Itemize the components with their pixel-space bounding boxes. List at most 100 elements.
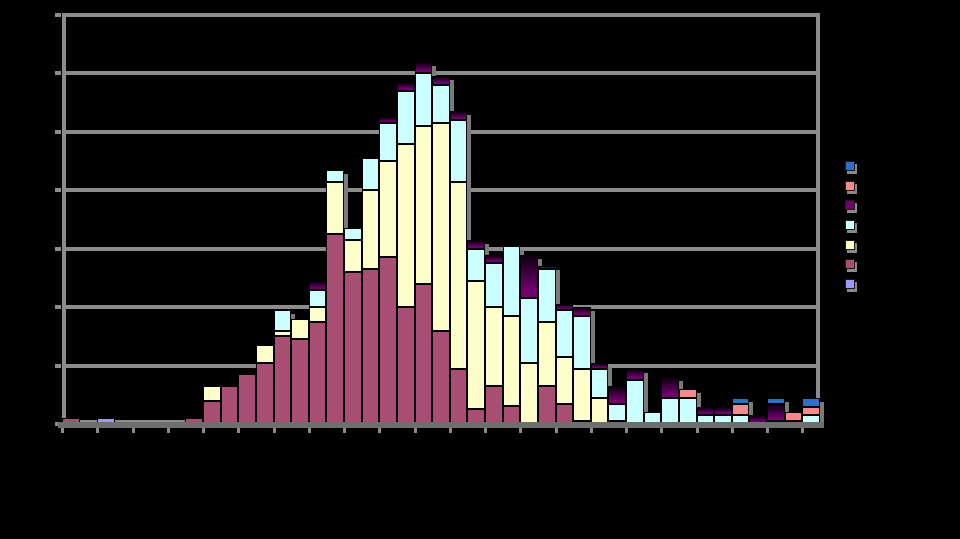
x-axis-tick (554, 428, 558, 433)
y-axis-tick (55, 129, 61, 134)
bar-segment-yellow (203, 386, 221, 401)
bar-segment-maroon (220, 386, 239, 424)
bar-segment-yellow (255, 345, 274, 363)
bar-segment-yellow (449, 181, 468, 369)
x-axis-tick (660, 428, 664, 433)
legend-swatch-salmon (845, 180, 855, 191)
legend-swatch-lavender (845, 278, 855, 289)
legend-item-purple (845, 195, 860, 215)
bar-segment-salmon (784, 412, 803, 422)
y-axis-tick (55, 13, 61, 17)
bar-stack (396, 82, 415, 424)
plot-area (62, 13, 820, 424)
bar-stack (414, 61, 433, 424)
bar-stack (361, 158, 380, 424)
bar-segment-purple (467, 240, 486, 249)
x-axis-tick (96, 428, 100, 433)
bar-segment-purple (379, 117, 397, 124)
bar-segment-purple (308, 280, 327, 290)
bar-segment-yellow (291, 318, 309, 340)
x-axis-tick (202, 428, 206, 433)
bar-segment-yellow (396, 143, 415, 308)
y-axis-tick (55, 71, 61, 76)
bar-segment-blue (731, 397, 750, 404)
bar-segment-maroon (344, 272, 362, 424)
bar-stack (344, 228, 362, 424)
bar-stack (379, 117, 397, 424)
bar-segment-maroon (361, 269, 380, 424)
bar-segment-yellow (326, 181, 345, 235)
x-axis-tick (730, 428, 734, 433)
bar-stack (238, 374, 256, 424)
bar-segment-yellow (361, 190, 380, 270)
bar-segment-purple (696, 406, 715, 416)
x-axis-tick (801, 428, 805, 433)
y-axis-tick (55, 246, 61, 251)
right-wall (816, 15, 820, 424)
bar-stack (502, 245, 521, 424)
x-axis-tick (343, 428, 347, 433)
x-axis-tick (413, 428, 417, 433)
bar-segment-purple (555, 304, 574, 311)
bar-segment-cyan (396, 90, 415, 144)
bar-segment-purple (590, 362, 609, 369)
bar-segment-maroon (238, 374, 256, 424)
legend-item-yellow (845, 235, 860, 255)
bar-stack (432, 76, 450, 424)
bar-segment-maroon (273, 336, 292, 424)
bar-segment-purple (414, 61, 433, 74)
bar-segment-maroon (555, 403, 574, 424)
bar-segment-purple (608, 386, 627, 404)
bar-segment-maroon (379, 257, 397, 424)
bar-segment-cyan (678, 397, 697, 424)
bar-segment-cyan (661, 397, 679, 424)
bar-segment-cyan (626, 380, 644, 424)
bar-stack (555, 304, 574, 424)
bar-segment-blue (802, 397, 820, 407)
bar-segment-cyan (608, 403, 627, 422)
y-axis-tick (55, 363, 61, 368)
bar-segment-cyan (344, 228, 362, 240)
bar-segment-purple (573, 307, 591, 316)
bar-stack (802, 397, 820, 424)
bar-segment-maroon (308, 321, 327, 424)
bar-segment-cyan (573, 315, 591, 369)
legend-item-cyan (845, 215, 860, 235)
bar-stack (308, 280, 327, 424)
bars-container (62, 15, 820, 424)
bar-segment-purple (485, 254, 503, 264)
bar-segment-salmon (731, 403, 750, 416)
bar-segment-yellow (537, 321, 556, 387)
bar-segment-salmon (678, 388, 697, 398)
bar-segment-maroon (326, 234, 345, 424)
x-axis-tick (166, 428, 170, 433)
bar-stack (449, 111, 468, 424)
bar-stack (203, 386, 221, 424)
legend-swatch-purple (845, 200, 855, 211)
bar-segment-purple (714, 406, 732, 416)
x-axis-tick (131, 428, 135, 433)
bar-segment-maroon (396, 307, 415, 424)
bar-segment-cyan (273, 310, 292, 331)
bar-stack (467, 240, 486, 424)
bar-segment-yellow (485, 307, 503, 387)
x-axis-tick (766, 428, 770, 433)
x-axis-tick (307, 428, 311, 433)
legend-swatch-blue (845, 160, 855, 171)
bar-segment-blue (767, 397, 785, 404)
bar-segment-cyan (520, 298, 538, 363)
bar-segment-maroon (291, 339, 309, 424)
bar-segment-cyan (590, 368, 609, 398)
bar-segment-yellow (379, 161, 397, 258)
x-axis-tick (237, 428, 241, 433)
legend-item-salmon (845, 176, 860, 196)
bar-segment-purple (432, 76, 450, 86)
bar-segment-cyan (467, 248, 486, 281)
bar-stack (608, 386, 627, 424)
bar-segment-cyan (379, 123, 397, 162)
bar-segment-maroon (255, 362, 274, 424)
bar-segment-purple (767, 403, 785, 422)
gridline (62, 71, 820, 76)
bar-segment-purple (449, 111, 468, 121)
